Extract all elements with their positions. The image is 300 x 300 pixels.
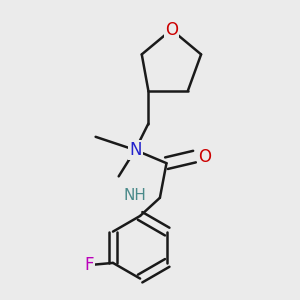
Text: O: O	[199, 148, 212, 166]
Text: O: O	[165, 21, 178, 39]
Text: N: N	[129, 141, 141, 159]
Text: NH: NH	[123, 188, 146, 203]
Text: F: F	[84, 256, 94, 274]
